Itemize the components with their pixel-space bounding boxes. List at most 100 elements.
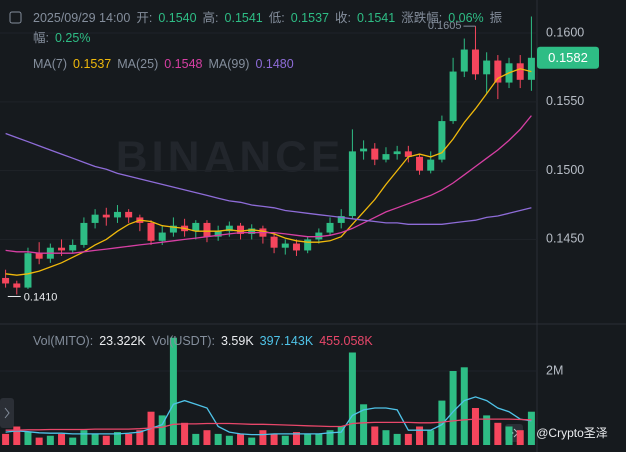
volume-bar (494, 422, 502, 445)
watermark: BINANCE (116, 133, 344, 182)
last-price-tag (537, 46, 599, 69)
candle-body (449, 71, 457, 122)
volume-bar (505, 426, 513, 445)
volume-legend-value: 23.322K (99, 334, 146, 348)
candle-body (113, 211, 121, 218)
volume-bar (259, 430, 267, 445)
candle-body (147, 222, 155, 241)
candle-body (348, 151, 356, 217)
candle-body (270, 236, 278, 248)
high-marker-label: 0.1605 (428, 20, 462, 32)
side-button-arrow (4, 407, 10, 419)
candle-body (326, 222, 334, 233)
candle-body (58, 247, 66, 251)
ma-value: 0.1480 (255, 57, 294, 71)
header-label: 高: (202, 11, 219, 25)
volume-bar (237, 433, 245, 445)
volume-bar (337, 426, 345, 445)
candle-body (438, 121, 446, 160)
candle-body (416, 156, 424, 171)
ma-name: MA(25) (117, 57, 159, 71)
header-label: 涨跌幅: (401, 11, 443, 25)
volume-bar (125, 433, 133, 445)
volume-bar (382, 430, 390, 445)
volume-bar (91, 433, 99, 445)
volume-bar (449, 371, 457, 445)
volume-bar (203, 430, 211, 445)
candle-body (214, 231, 222, 237)
candle-body (337, 216, 345, 223)
collapse-icon[interactable] (9, 11, 22, 24)
candle-body (237, 225, 245, 234)
candle-body (360, 148, 368, 152)
header-label: 低: (268, 11, 285, 25)
side-button[interactable] (0, 398, 14, 428)
volume-bar (527, 411, 535, 445)
volume-ma-line (5, 418, 532, 431)
volume-bar (304, 433, 312, 445)
volume-legend: Vol(MITO): 23.322K Vol(USDT): 3.59K 397.143K… (33, 331, 513, 351)
volume-bar (13, 426, 21, 445)
header-time: 2025/09/29 14:00 (33, 11, 131, 25)
header-value: 0.06% (448, 11, 484, 25)
volume-bar (348, 352, 356, 445)
volume-bar (225, 435, 233, 445)
header-value: 0.1537 (290, 11, 329, 25)
volume-ma-value: 397.143K (259, 334, 314, 348)
volume-bar (46, 435, 54, 445)
y-tick-label: 0.1500 (546, 163, 584, 177)
volume-bar (58, 433, 66, 445)
candle-body (527, 57, 535, 80)
volume-bar (24, 432, 32, 445)
ma-legend: MA(7) 0.1537 MA(25) 0.1548 MA(99) 0.1480 (33, 54, 513, 74)
volume-bar (158, 415, 166, 445)
volume-bar (471, 408, 479, 445)
candle-body (248, 228, 256, 234)
candle-body (460, 49, 468, 72)
header-value: 0.1541 (224, 11, 263, 25)
candle-body (281, 243, 289, 248)
volume-bar (35, 437, 43, 445)
candle-body (371, 148, 379, 160)
y-tick-label: 0.1450 (546, 232, 584, 246)
candle-body (102, 214, 110, 218)
candle-body (35, 253, 43, 259)
ma-value: 0.1548 (164, 57, 203, 71)
candle-body (125, 211, 133, 218)
header-value: 0.1541 (356, 11, 396, 25)
volume-bar (483, 415, 491, 445)
low-marker-label: 0.1410 (24, 291, 58, 303)
volume-bar (169, 337, 177, 445)
ma-value: 0.1537 (73, 57, 112, 71)
volume-bar (438, 400, 446, 445)
candle-body (292, 243, 300, 251)
header-label: 收: (334, 11, 351, 25)
candle-body (80, 222, 88, 245)
ma-line (5, 115, 532, 254)
volume-bar (516, 430, 524, 445)
footer-credit: @Crypto圣泽 (536, 426, 608, 440)
candle-body (427, 159, 435, 171)
ohlc-header: 2025/09/29 14:00 开: 0.1540 高: 0.1541 低: 0.1537… (33, 8, 503, 48)
ma-name: MA(99) (208, 57, 250, 71)
volume-bar (80, 430, 88, 445)
header-value: 0.25% (54, 31, 91, 45)
y-tick-label: 0.1550 (546, 94, 584, 108)
volume-bar (281, 435, 289, 445)
volume-bar (404, 433, 412, 445)
volume-bar (248, 437, 256, 445)
candle-body (393, 151, 401, 155)
volume-bar (292, 432, 300, 445)
candle-body (404, 151, 412, 157)
last-price-label: 0.1582 (548, 50, 588, 65)
candle-body (91, 214, 99, 223)
volume-bar (2, 433, 10, 445)
volume-bar (69, 437, 77, 445)
header-value: 0.1540 (158, 11, 197, 25)
volume-bar (113, 432, 121, 445)
candle-body (24, 253, 32, 288)
candle-body (483, 60, 491, 75)
candle-body (158, 232, 166, 241)
